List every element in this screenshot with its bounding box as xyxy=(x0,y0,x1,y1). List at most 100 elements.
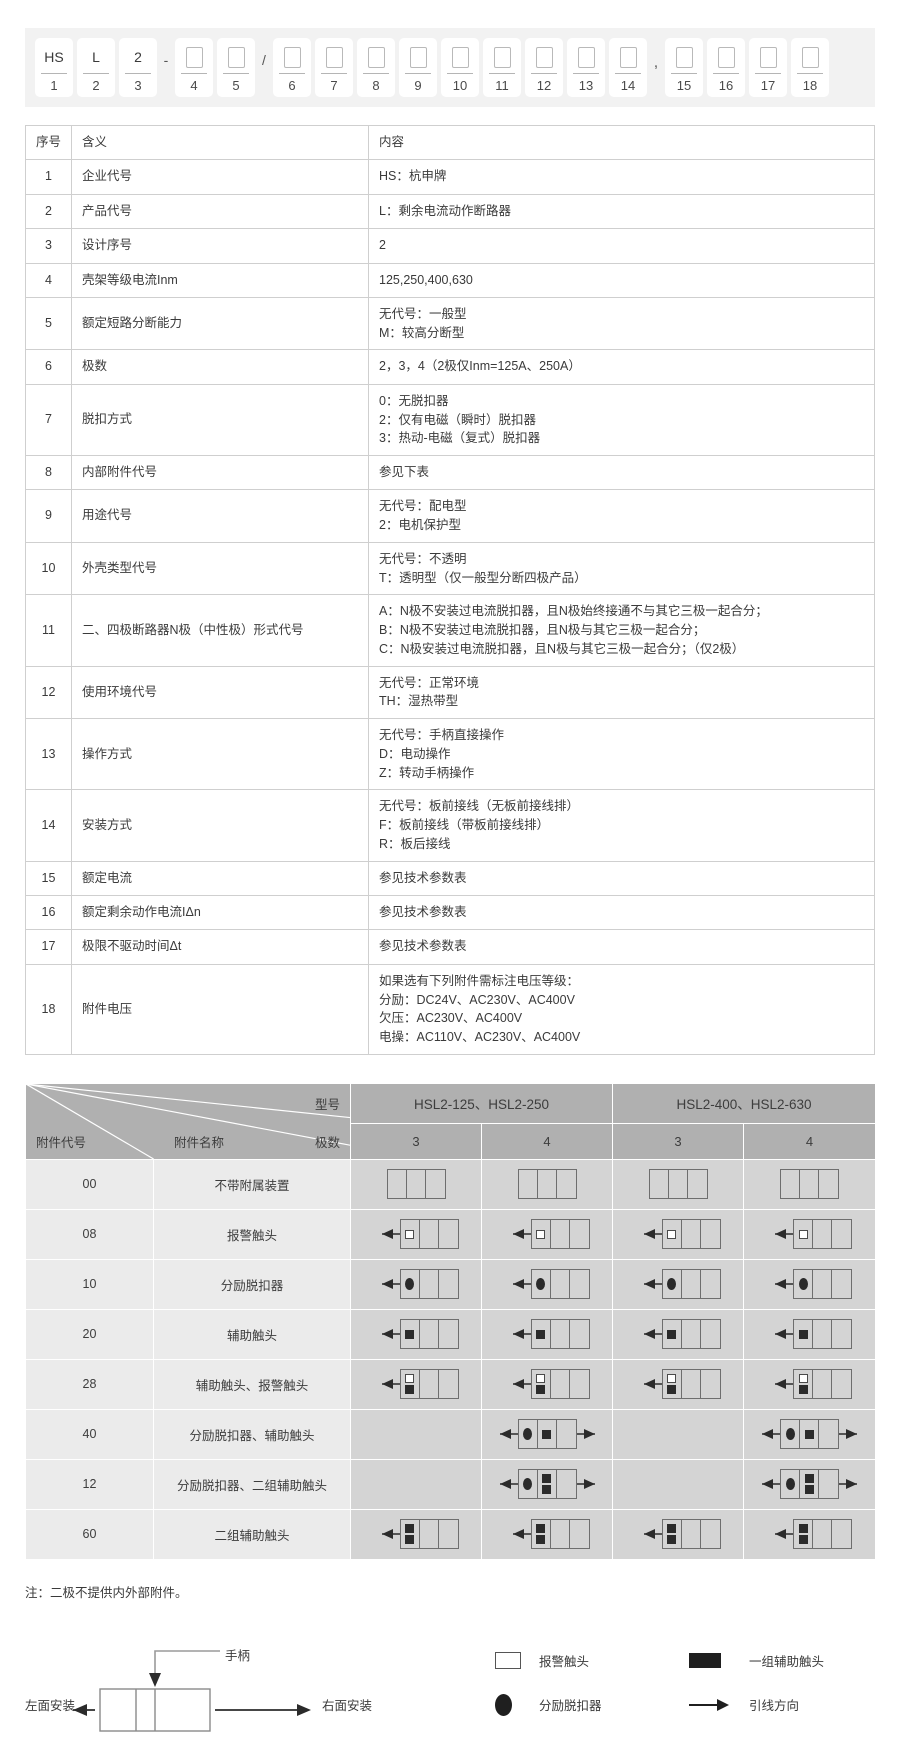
code-blank-box-11 xyxy=(493,46,511,68)
code-separator-comma: , xyxy=(653,54,659,71)
arrow-left xyxy=(492,1427,518,1441)
corner-diagonal-lines xyxy=(26,1084,350,1159)
auxiliary-contact-symbol xyxy=(536,1329,545,1339)
lead-arrow-left-icon xyxy=(512,1529,531,1540)
breaker-body xyxy=(661,1369,721,1400)
accessory-diagram-cell xyxy=(481,1508,613,1560)
meaning-row-content: 2 xyxy=(368,228,875,264)
breaker-compartment-2 xyxy=(800,1470,819,1499)
breaker-compartment-2 xyxy=(551,1220,570,1249)
meaning-row-content: 无代号：手柄直接操作 D：电动操作 Z：转动手柄操作 xyxy=(368,718,875,791)
breaker-compartment-1 xyxy=(532,1220,551,1249)
auxiliary-contact-symbol xyxy=(667,1535,676,1545)
arrow-right xyxy=(839,1427,865,1441)
accessory-diagram-cell xyxy=(743,1508,876,1560)
alarm-contact-symbol xyxy=(536,1229,545,1239)
accessory-diagram-cell xyxy=(481,1208,613,1260)
content-line: 125,250,400,630 xyxy=(379,272,473,287)
lead-arrow-right-icon xyxy=(576,1479,595,1490)
legend-symbol-arrow-right xyxy=(689,1698,749,1712)
accessory-diagram-cell xyxy=(350,1258,482,1310)
code-item-8[interactable]: 8 xyxy=(357,38,395,97)
meaning-row-meaning: 使用环境代号 xyxy=(71,665,369,720)
breaker-compartment-3 xyxy=(832,1270,851,1298)
code-item-9[interactable]: 9 xyxy=(399,38,437,97)
code-item-11[interactable]: 11 xyxy=(483,38,521,97)
breaker-compartment-3 xyxy=(439,1370,458,1398)
content-line: F：板前接线（带板前接线排） xyxy=(379,818,550,833)
breaker-diagram xyxy=(351,1210,481,1259)
code-index-8: 8 xyxy=(372,78,380,93)
code-item-6[interactable]: 6 xyxy=(273,38,311,97)
arrow-left xyxy=(754,1427,780,1441)
lead-arrow-left-icon xyxy=(775,1379,793,1390)
shunt-release-icon xyxy=(495,1693,512,1716)
arrow-left xyxy=(505,1277,531,1291)
meaning-table-header-row: 序号 含义 内容 xyxy=(25,124,875,161)
breaker-compartment-3 xyxy=(426,1170,445,1198)
meaning-row-content: 无代号：正常环境 TH：湿热带型 xyxy=(368,665,875,720)
breaker-body xyxy=(661,1269,721,1300)
code-blank-box-10 xyxy=(451,46,469,68)
code-item-17[interactable]: 17 xyxy=(749,38,787,97)
meaning-row-content: 无代号：不透明 T：透明型（仅一般型分断四极产品） xyxy=(368,541,875,596)
code-item-16[interactable]: 16 xyxy=(707,38,745,97)
breaker-body xyxy=(517,1469,577,1500)
meaning-row-content: 2，3，4（2极仅Inm=125A、250A） xyxy=(368,349,875,385)
code-item-7[interactable]: 7 xyxy=(315,38,353,97)
arrow-left xyxy=(636,1227,662,1241)
breaker-compartment-1 xyxy=(401,1520,420,1549)
code-item-14[interactable]: 14 xyxy=(609,38,647,97)
legend-area: 手柄 左面安装 右面安装 报警触头 一组辅助触头 分励脱扣器 引线方向 xyxy=(25,1627,875,1737)
meaning-row-no: 7 xyxy=(25,383,72,457)
accessory-table-row: 28 辅助触头、报警触头 xyxy=(25,1358,876,1410)
breaker-compartment-1 xyxy=(519,1420,538,1449)
code-blank-box-16 xyxy=(717,46,735,68)
breaker-diagram xyxy=(744,1310,875,1359)
code-value-7 xyxy=(325,44,343,70)
breaker-compartment-3 xyxy=(701,1320,720,1348)
meaning-row-meaning: 外壳类型代号 xyxy=(71,541,369,596)
breaker-compartment-3 xyxy=(557,1420,576,1448)
code-item-18[interactable]: 18 xyxy=(791,38,829,97)
meaning-table-row: 8 内部附件代号 参见下表 xyxy=(25,454,875,491)
accessory-code: 10 xyxy=(25,1258,154,1310)
breaker-body xyxy=(530,1219,590,1250)
code-index-14: 14 xyxy=(620,78,636,93)
meaning-header-0: 序号 xyxy=(25,124,72,161)
group-header-0: HSL2-125、HSL2-250 xyxy=(350,1082,613,1124)
code-rule xyxy=(83,73,109,74)
breaker-body xyxy=(780,1169,839,1200)
code-item-1[interactable]: HS 1 xyxy=(35,38,73,97)
code-item-5[interactable]: 5 xyxy=(217,38,255,97)
alarm-contact-symbol xyxy=(798,1229,808,1239)
code-item-15[interactable]: 15 xyxy=(665,38,703,97)
code-item-10[interactable]: 10 xyxy=(441,38,479,97)
breaker-compartment-1 xyxy=(794,1520,813,1549)
code-rule xyxy=(755,73,781,74)
breaker-compartment-2 xyxy=(813,1370,832,1399)
code-rule xyxy=(797,73,823,74)
content-line: 参见技术参数表 xyxy=(379,870,467,885)
code-item-13[interactable]: 13 xyxy=(567,38,605,97)
meaning-table-row: 13 操作方式 无代号：手柄直接操作 D：电动操作 Z：转动手柄操作 xyxy=(25,718,875,791)
lead-direction-icon xyxy=(689,1698,729,1711)
group-header-1: HSL2-400、HSL2-630 xyxy=(612,1082,876,1124)
code-item-4[interactable]: 4 xyxy=(175,38,213,97)
meaning-row-meaning: 壳架等级电流Inm xyxy=(71,262,369,298)
meaning-table-row: 18 附件电压 如果选有下列附件需标注电压等级： 分励：DC24V、AC230V、AC… xyxy=(25,963,875,1055)
content-line: A：N极不安装过电流脱扣器，且N极始终接通不与其它三极一起合分； xyxy=(379,604,768,619)
breaker-compartment-3 xyxy=(570,1520,589,1548)
accessory-diagram-cell xyxy=(612,1508,744,1560)
meaning-row-no: 14 xyxy=(25,789,72,862)
code-item-12[interactable]: 12 xyxy=(525,38,563,97)
accessory-diagram-cell xyxy=(350,1458,482,1510)
accessory-diagram-cell xyxy=(743,1358,876,1410)
breaker-compartment-1 xyxy=(532,1370,551,1399)
content-line: M：较高分断型 xyxy=(379,325,465,340)
accessory-table-row: 08 报警触头 xyxy=(25,1208,876,1260)
accessory-table-wrap: 附件代号 附件名称 型号 极数 HSL2-125、HSL2-250 HSL2-4… xyxy=(25,1082,876,1560)
code-rule xyxy=(671,73,697,74)
